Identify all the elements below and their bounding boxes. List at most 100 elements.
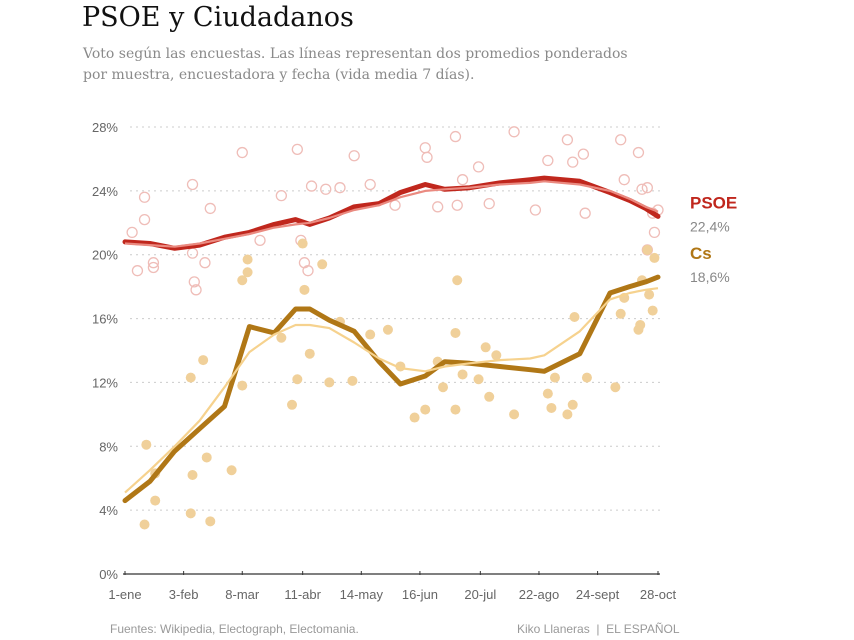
x-tick-label: 1-ene <box>108 587 141 602</box>
psoe-poll-point <box>449 130 462 143</box>
psoe-poll-point <box>577 148 590 160</box>
y-tick-label: 28% <box>92 120 118 135</box>
psoe-poll-point <box>579 207 591 219</box>
psoe-poll-point <box>615 134 627 146</box>
psoe-latest-value: 22,4% <box>690 218 730 234</box>
x-tick-label: 22-ago <box>519 587 559 602</box>
cs-poll-point <box>141 439 152 450</box>
cs-poll-point <box>610 382 621 393</box>
chart-subtitle: Voto según las encuestas. Las líneas rep… <box>83 46 628 83</box>
psoe-poll-point <box>636 183 648 195</box>
credit: Kiko Llaneras | EL ESPAÑOL <box>517 622 680 636</box>
psoe-poll-point <box>138 213 151 226</box>
psoe-poll-point <box>188 276 200 288</box>
cs-poll-point <box>480 342 491 353</box>
x-tick-label: 28-oct <box>640 587 677 602</box>
psoe-poll-point <box>204 202 216 215</box>
x-tick-label: 11-abr <box>284 587 321 602</box>
cs-poll-point <box>452 275 463 286</box>
cs-poll-point <box>549 372 560 383</box>
cs-poll-point <box>287 399 298 410</box>
psoe-poll-point <box>567 156 579 168</box>
cs-poll-point <box>615 308 626 319</box>
cs-poll-point <box>324 377 335 388</box>
cs-poll-point <box>150 495 161 506</box>
psoe-poll-point <box>302 265 314 277</box>
cs-poll-point <box>317 259 328 270</box>
cs-poll-point <box>242 267 253 278</box>
cs-poll-point <box>201 452 212 463</box>
y-tick-label: 16% <box>92 312 118 327</box>
cs-poll-point <box>276 332 287 343</box>
cs-poll-point <box>237 275 248 286</box>
psoe-poll-point <box>529 204 542 216</box>
cs-poll-point <box>185 372 196 383</box>
y-tick-label: 8% <box>99 439 118 454</box>
psoe-alt-average-line <box>124 180 659 248</box>
cs-average-line <box>122 274 661 504</box>
psoe-poll-point <box>348 150 360 162</box>
psoe-poll-point <box>190 284 202 296</box>
psoe-poll-point <box>291 143 303 156</box>
cs-latest-value: 18,6% <box>690 269 730 285</box>
psoe-poll-point <box>389 199 401 211</box>
psoe-poll-point <box>364 178 376 191</box>
psoe-poll-point <box>320 183 332 195</box>
x-tick-label: 3-feb <box>169 587 199 602</box>
cs-poll-point <box>297 238 308 249</box>
cs-poll-point <box>347 375 358 386</box>
cs-poll-point <box>226 465 237 476</box>
psoe-poll-point <box>199 257 211 269</box>
cs-poll-point <box>365 329 376 340</box>
psoe-poll-point <box>147 261 160 274</box>
cs-poll-point <box>450 327 461 338</box>
cs-poll-point <box>420 404 431 415</box>
cs-poll-point <box>569 311 580 322</box>
y-tick-label: 0% <box>99 567 118 582</box>
psoe-series-label: PSOE <box>690 193 737 212</box>
cs-poll-point <box>438 382 449 393</box>
cs-poll-point <box>242 254 253 265</box>
psoe-poll-point <box>632 146 645 159</box>
psoe-poll-point <box>236 146 248 159</box>
psoe-poll-point <box>421 151 433 163</box>
psoe-poll-point <box>131 265 144 277</box>
cs-poll-point <box>546 402 557 413</box>
cs-poll-point <box>647 305 658 316</box>
psoe-average-line <box>122 175 661 251</box>
cs-poll-point <box>457 369 468 380</box>
cs-poll-point <box>642 244 653 255</box>
x-tick-label: 14-may <box>340 587 384 602</box>
psoe-poll-point <box>275 189 287 202</box>
y-tick-label: 4% <box>99 503 118 518</box>
cs-poll-point <box>198 355 209 366</box>
psoe-poll-point <box>186 178 199 191</box>
chart-title: PSOE y Ciudadanos <box>82 2 354 33</box>
psoe-poll-point <box>561 134 574 146</box>
cs-poll-point <box>139 519 150 530</box>
cs-poll-point <box>635 319 646 330</box>
cs-poll-point <box>649 252 660 263</box>
psoe-poll-point <box>542 154 554 167</box>
cs-poll-point <box>581 372 592 383</box>
cs-poll-point <box>299 284 310 295</box>
psoe-poll-point <box>618 174 630 186</box>
cs-poll-point <box>237 380 248 391</box>
x-tick-label: 8-mar <box>225 587 260 602</box>
x-tick-label: 24-sept <box>576 587 620 602</box>
cs-poll-point <box>509 409 520 420</box>
psoe-poll-point <box>126 226 138 239</box>
psoe-poll-point <box>508 126 520 138</box>
cs-poll-point <box>473 374 484 385</box>
psoe-poll-point <box>419 142 431 154</box>
cs-poll-point <box>382 324 393 335</box>
psoe-poll-point <box>305 180 318 192</box>
psoe-poll-point <box>147 257 160 269</box>
cs-poll-point <box>644 289 655 300</box>
psoe-poll-point <box>472 161 485 173</box>
cs-poll-point <box>491 350 502 361</box>
psoe-poll-point <box>648 226 661 239</box>
y-tick-label: 12% <box>92 375 118 390</box>
cs-alt-average-line <box>124 287 659 494</box>
